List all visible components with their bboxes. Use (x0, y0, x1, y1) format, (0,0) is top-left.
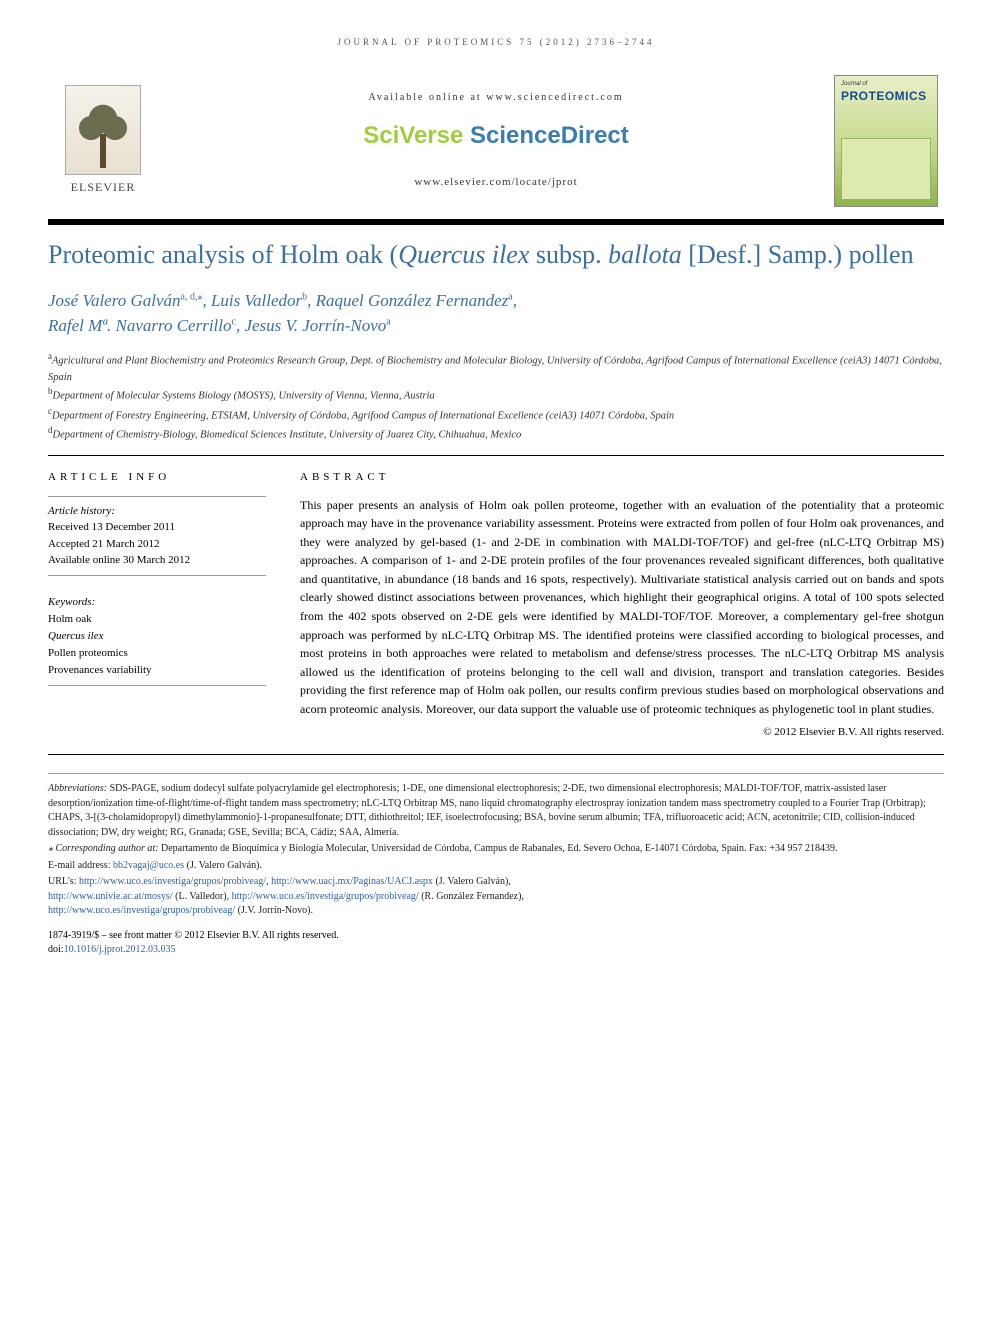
url-2-who: (J. Valero Galván), (433, 876, 511, 887)
email-link[interactable]: bb2vagaj@uco.es (113, 860, 184, 871)
history-label: Article history: (48, 503, 266, 520)
title-part-post: [Desf.] Samp.) pollen (682, 240, 914, 269)
url-4[interactable]: http://www.uco.es/investiga/grupos/probi… (232, 891, 419, 902)
author-2: Luis Valledor (211, 291, 302, 310)
authors-line: José Valero Galvána, d,⁎, Luis Valledorb… (48, 289, 944, 338)
available-online-text: Available online at www.sciencedirect.co… (158, 91, 834, 105)
url-4-who: (R. González Fernandez), (419, 891, 524, 902)
issn-line: 1874-3919/$ – see front matter © 2012 El… (48, 929, 944, 943)
keyword-1: Holm oak (48, 611, 266, 628)
footnotes: Abbreviations: SDS-PAGE, sodium dodecyl … (48, 773, 944, 919)
abstract-copyright: © 2012 Elsevier B.V. All rights reserved… (300, 725, 944, 740)
affiliation-c: Department of Forestry Engineering, ETSI… (52, 410, 674, 421)
author-5-affil: a (386, 316, 390, 327)
cover-image-placeholder (841, 138, 931, 200)
elsevier-logo: ELSEVIER (48, 85, 158, 196)
journal-cover-thumbnail: Journal of PROTEOMICS (834, 75, 938, 207)
abstract-body: This paper presents an analysis of Holm … (300, 496, 944, 719)
keywords-block: Keywords: Holm oak Quercus ilex Pollen p… (48, 588, 266, 686)
affiliations: aAgricultural and Plant Biochemistry and… (48, 350, 944, 456)
affiliation-b: Department of Molecular Systems Biology … (53, 391, 435, 402)
keyword-3: Pollen proteomics (48, 645, 266, 662)
url-2[interactable]: http://www.uacj.mx/Paginas/UACJ.aspx (271, 876, 433, 887)
title-species-1: Quercus ilex (398, 240, 529, 269)
elsevier-wordmark: ELSEVIER (71, 179, 136, 196)
article-history-block: Article history: Received 13 December 20… (48, 496, 266, 576)
author-1: José Valero Galván (48, 291, 181, 310)
abbrev-text: SDS-PAGE, sodium dodecyl sulfate polyacr… (48, 783, 926, 838)
sciverse-brand: SciVerse ScienceDirect (363, 119, 629, 153)
history-accepted: Accepted 21 March 2012 (48, 536, 266, 553)
url-3[interactable]: http://www.univie.ac.at/mosys/ (48, 891, 173, 902)
title-part-pre: Proteomic analysis of Holm oak ( (48, 240, 398, 269)
keywords-label: Keywords: (48, 594, 266, 611)
front-matter: 1874-3919/$ – see front matter © 2012 El… (48, 929, 944, 957)
doi-link[interactable]: 10.1016/j.jprot.2012.03.035 (64, 944, 176, 955)
author-4: Rafel Mª. Navarro Cerrillo (48, 316, 232, 335)
url-1[interactable]: http://www.uco.es/investiga/grupos/probi… (79, 876, 266, 887)
running-head: JOURNAL OF PROTEOMICS 75 (2012) 2736–274… (48, 36, 944, 49)
sep: , (202, 291, 211, 310)
masthead-center: Available online at www.sciencedirect.co… (158, 91, 834, 190)
abstract-heading: ABSTRACT (300, 470, 944, 485)
corresponding-text: Departamento de Bioquímica y Biología Mo… (158, 843, 837, 854)
article-info-heading: ARTICLE INFO (48, 470, 266, 485)
affiliation-d: Department of Chemistry-Biology, Biomedi… (53, 429, 522, 440)
url-5-who: (J.V. Jorrín-Novo). (235, 905, 313, 916)
history-received: Received 13 December 2011 (48, 519, 266, 536)
abstract-column: ABSTRACT This paper presents an analysis… (300, 470, 944, 740)
publisher-logo-block: ELSEVIER (48, 85, 158, 196)
title-species-2: ballota (608, 240, 682, 269)
title-part-mid: subsp. (529, 240, 608, 269)
sciverse-word: SciVerse (363, 122, 470, 149)
article-title: Proteomic analysis of Holm oak (Quercus … (48, 239, 944, 272)
author-1-affil: a, d, (181, 291, 198, 302)
sciencedirect-word: ScienceDirect (470, 122, 629, 149)
url-3-who: (L. Valledor), (173, 891, 232, 902)
keyword-4: Provenances variability (48, 662, 266, 679)
email-who: (J. Valero Galván). (184, 860, 262, 871)
keyword-2: Quercus ilex (48, 628, 266, 645)
author-3: Raquel González Fernandez (316, 291, 509, 310)
affiliation-a: Agricultural and Plant Biochemistry and … (48, 356, 942, 383)
info-abstract-row: ARTICLE INFO Article history: Received 1… (48, 470, 944, 755)
history-online: Available online 30 March 2012 (48, 552, 266, 569)
cover-title: PROTEOMICS (841, 88, 927, 105)
doi-label: doi: (48, 944, 64, 955)
elsevier-tree-icon (65, 85, 141, 175)
sep: , (513, 291, 517, 310)
urls-label: URL's: (48, 876, 79, 887)
url-5[interactable]: http://www.uco.es/investiga/grupos/probi… (48, 905, 235, 916)
abbrev-label: Abbreviations: (48, 783, 107, 794)
author-5: Jesus V. Jorrín-Novo (244, 316, 386, 335)
article-info-column: ARTICLE INFO Article history: Received 1… (48, 470, 266, 740)
corresponding-label: ⁎ Corresponding author at: (48, 843, 158, 854)
sep: , (307, 291, 316, 310)
email-label: E-mail address: (48, 860, 113, 871)
masthead: ELSEVIER Available online at www.science… (48, 67, 944, 225)
journal-cover-block: Journal of PROTEOMICS (834, 75, 944, 207)
locate-url: www.elsevier.com/locate/jprot (158, 175, 834, 190)
